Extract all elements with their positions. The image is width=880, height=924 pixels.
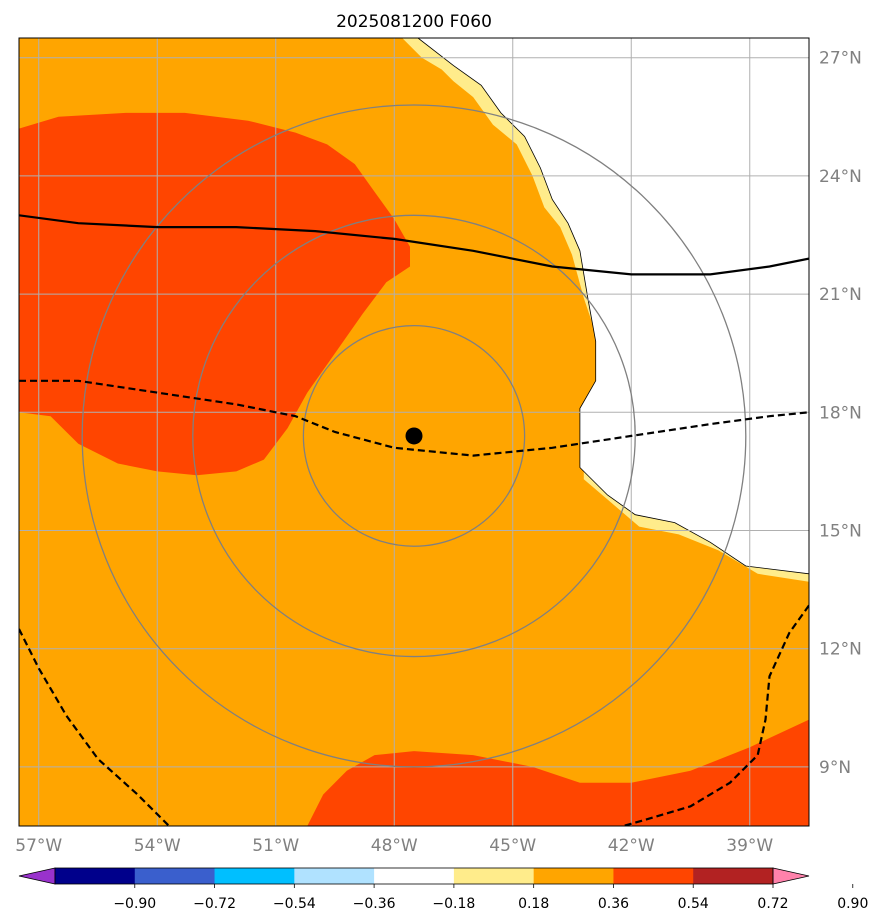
colorbar-tick-label: 0.18 [518,896,549,912]
latitude-tick-label: 24°N [819,167,862,187]
colorbar-tick-label: −0.72 [193,896,236,912]
latitude-labels: 27°N 24°N 21°N 18°N 15°N 12°N 9°N [819,49,862,778]
colorbar-tick-label: −0.90 [113,896,156,912]
latitude-tick-label: 18°N [819,403,862,423]
colorbar-bin [453,868,535,884]
colorbar-frame [54,867,774,885]
colorbar-tick-label: 0.90 [837,896,868,912]
longitude-tick-label: 45°W [489,836,536,856]
longitude-tick-label: 39°W [726,836,773,856]
colorbar-tick-label: −0.18 [432,896,475,912]
contour-dashed [19,628,170,826]
range-rings [81,104,747,768]
colorbar-bin [294,868,375,884]
colorbar-tick-label: 0.54 [678,896,709,912]
colorbar-tick-label: −0.36 [353,896,396,912]
colorbar-bin [134,868,216,884]
colorbar-bin [55,868,136,884]
contour-lines [19,214,809,826]
colorbar-extend-low [18,867,56,885]
land-region [418,38,809,574]
colorbar-tick-label: 0.36 [598,896,629,912]
longitude-tick-label: 57°W [15,836,62,856]
colorbar-extend-high [772,867,810,885]
longitude-tick-label: 42°W [608,836,655,856]
contour-dashed [622,604,809,826]
longitude-tick-label: 51°W [252,836,299,856]
plot-title: 2025081200 F060 [336,12,492,32]
contour-solid [19,214,809,276]
longitude-tick-label: 48°W [371,836,418,856]
storm-center-marker [405,427,423,445]
latitude-tick-label: 12°N [819,640,862,660]
colorbar-bin [374,868,455,884]
range-ring [81,104,747,768]
latitude-tick-label: 9°N [819,758,851,778]
colorbar-bin [613,868,694,884]
colorbar-bin [214,868,295,884]
longitude-labels: 57°W 54°W 51°W 48°W 45°W 42°W 39°W [15,836,773,856]
colorbar-bin [533,868,614,884]
storm-center-layer [405,427,423,445]
map-frame [18,37,810,827]
colorbar: −0.90 −0.72 −0.54 −0.36 −0.18 0.18 0.36 0.54 0.7… [18,867,868,912]
coastline-path [417,38,809,575]
latitude-tick-label: 21°N [819,285,862,305]
longitude-tick-label: 54°W [134,836,181,856]
colorbar-tick-label: 0.72 [757,896,788,912]
coastline [417,38,809,575]
range-ring [192,214,636,658]
latitude-tick-label: 27°N [819,49,862,69]
shaded-region [307,719,809,826]
range-ring [302,324,526,547]
colorbar-tick-label: −0.54 [273,896,316,912]
colorbar-bin [693,868,774,884]
map-area [18,37,810,827]
latitude-tick-label: 15°N [819,522,862,542]
